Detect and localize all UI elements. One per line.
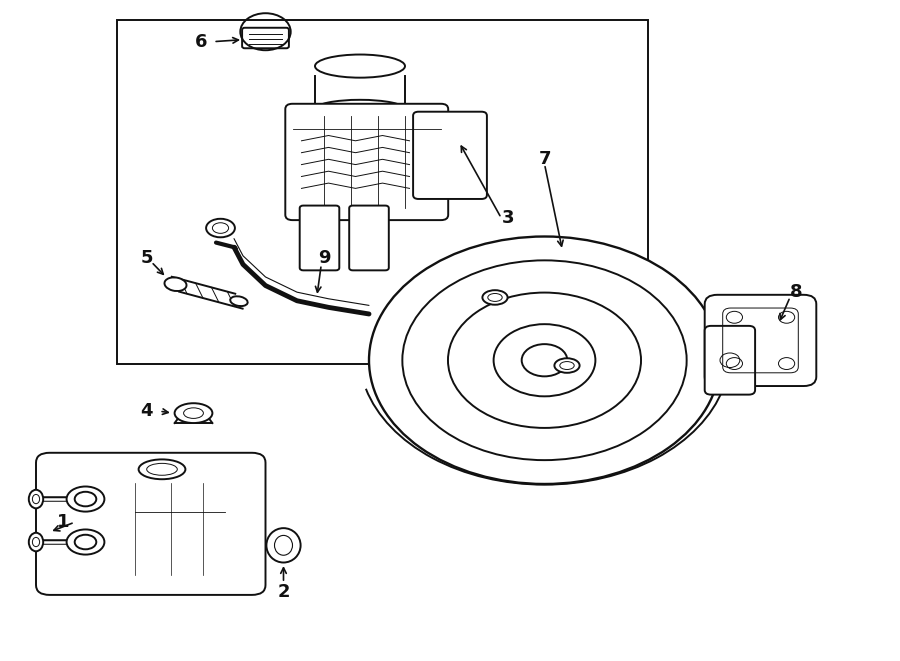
Ellipse shape [315, 55, 405, 78]
FancyBboxPatch shape [285, 104, 448, 220]
Ellipse shape [29, 533, 43, 551]
Text: 5: 5 [140, 249, 153, 267]
FancyBboxPatch shape [36, 453, 266, 595]
Text: 2: 2 [277, 582, 290, 601]
Ellipse shape [67, 486, 104, 512]
FancyBboxPatch shape [300, 206, 339, 270]
Text: 7: 7 [538, 149, 551, 168]
FancyBboxPatch shape [413, 112, 487, 199]
FancyBboxPatch shape [705, 326, 755, 395]
Ellipse shape [554, 358, 580, 373]
Ellipse shape [482, 290, 508, 305]
Ellipse shape [29, 490, 43, 508]
Text: 8: 8 [790, 283, 803, 301]
Ellipse shape [369, 237, 720, 484]
Text: 9: 9 [318, 249, 330, 267]
Ellipse shape [206, 219, 235, 237]
Text: 4: 4 [140, 402, 153, 420]
Ellipse shape [230, 296, 248, 306]
Ellipse shape [315, 100, 405, 118]
Text: 1: 1 [57, 513, 69, 531]
FancyBboxPatch shape [242, 28, 289, 48]
FancyBboxPatch shape [705, 295, 816, 386]
Text: 6: 6 [194, 32, 207, 51]
Ellipse shape [67, 529, 104, 555]
Text: 3: 3 [502, 209, 515, 227]
Bar [117, 20, 648, 364]
Ellipse shape [165, 278, 186, 291]
FancyBboxPatch shape [349, 206, 389, 270]
Ellipse shape [175, 403, 212, 423]
Ellipse shape [266, 528, 301, 563]
